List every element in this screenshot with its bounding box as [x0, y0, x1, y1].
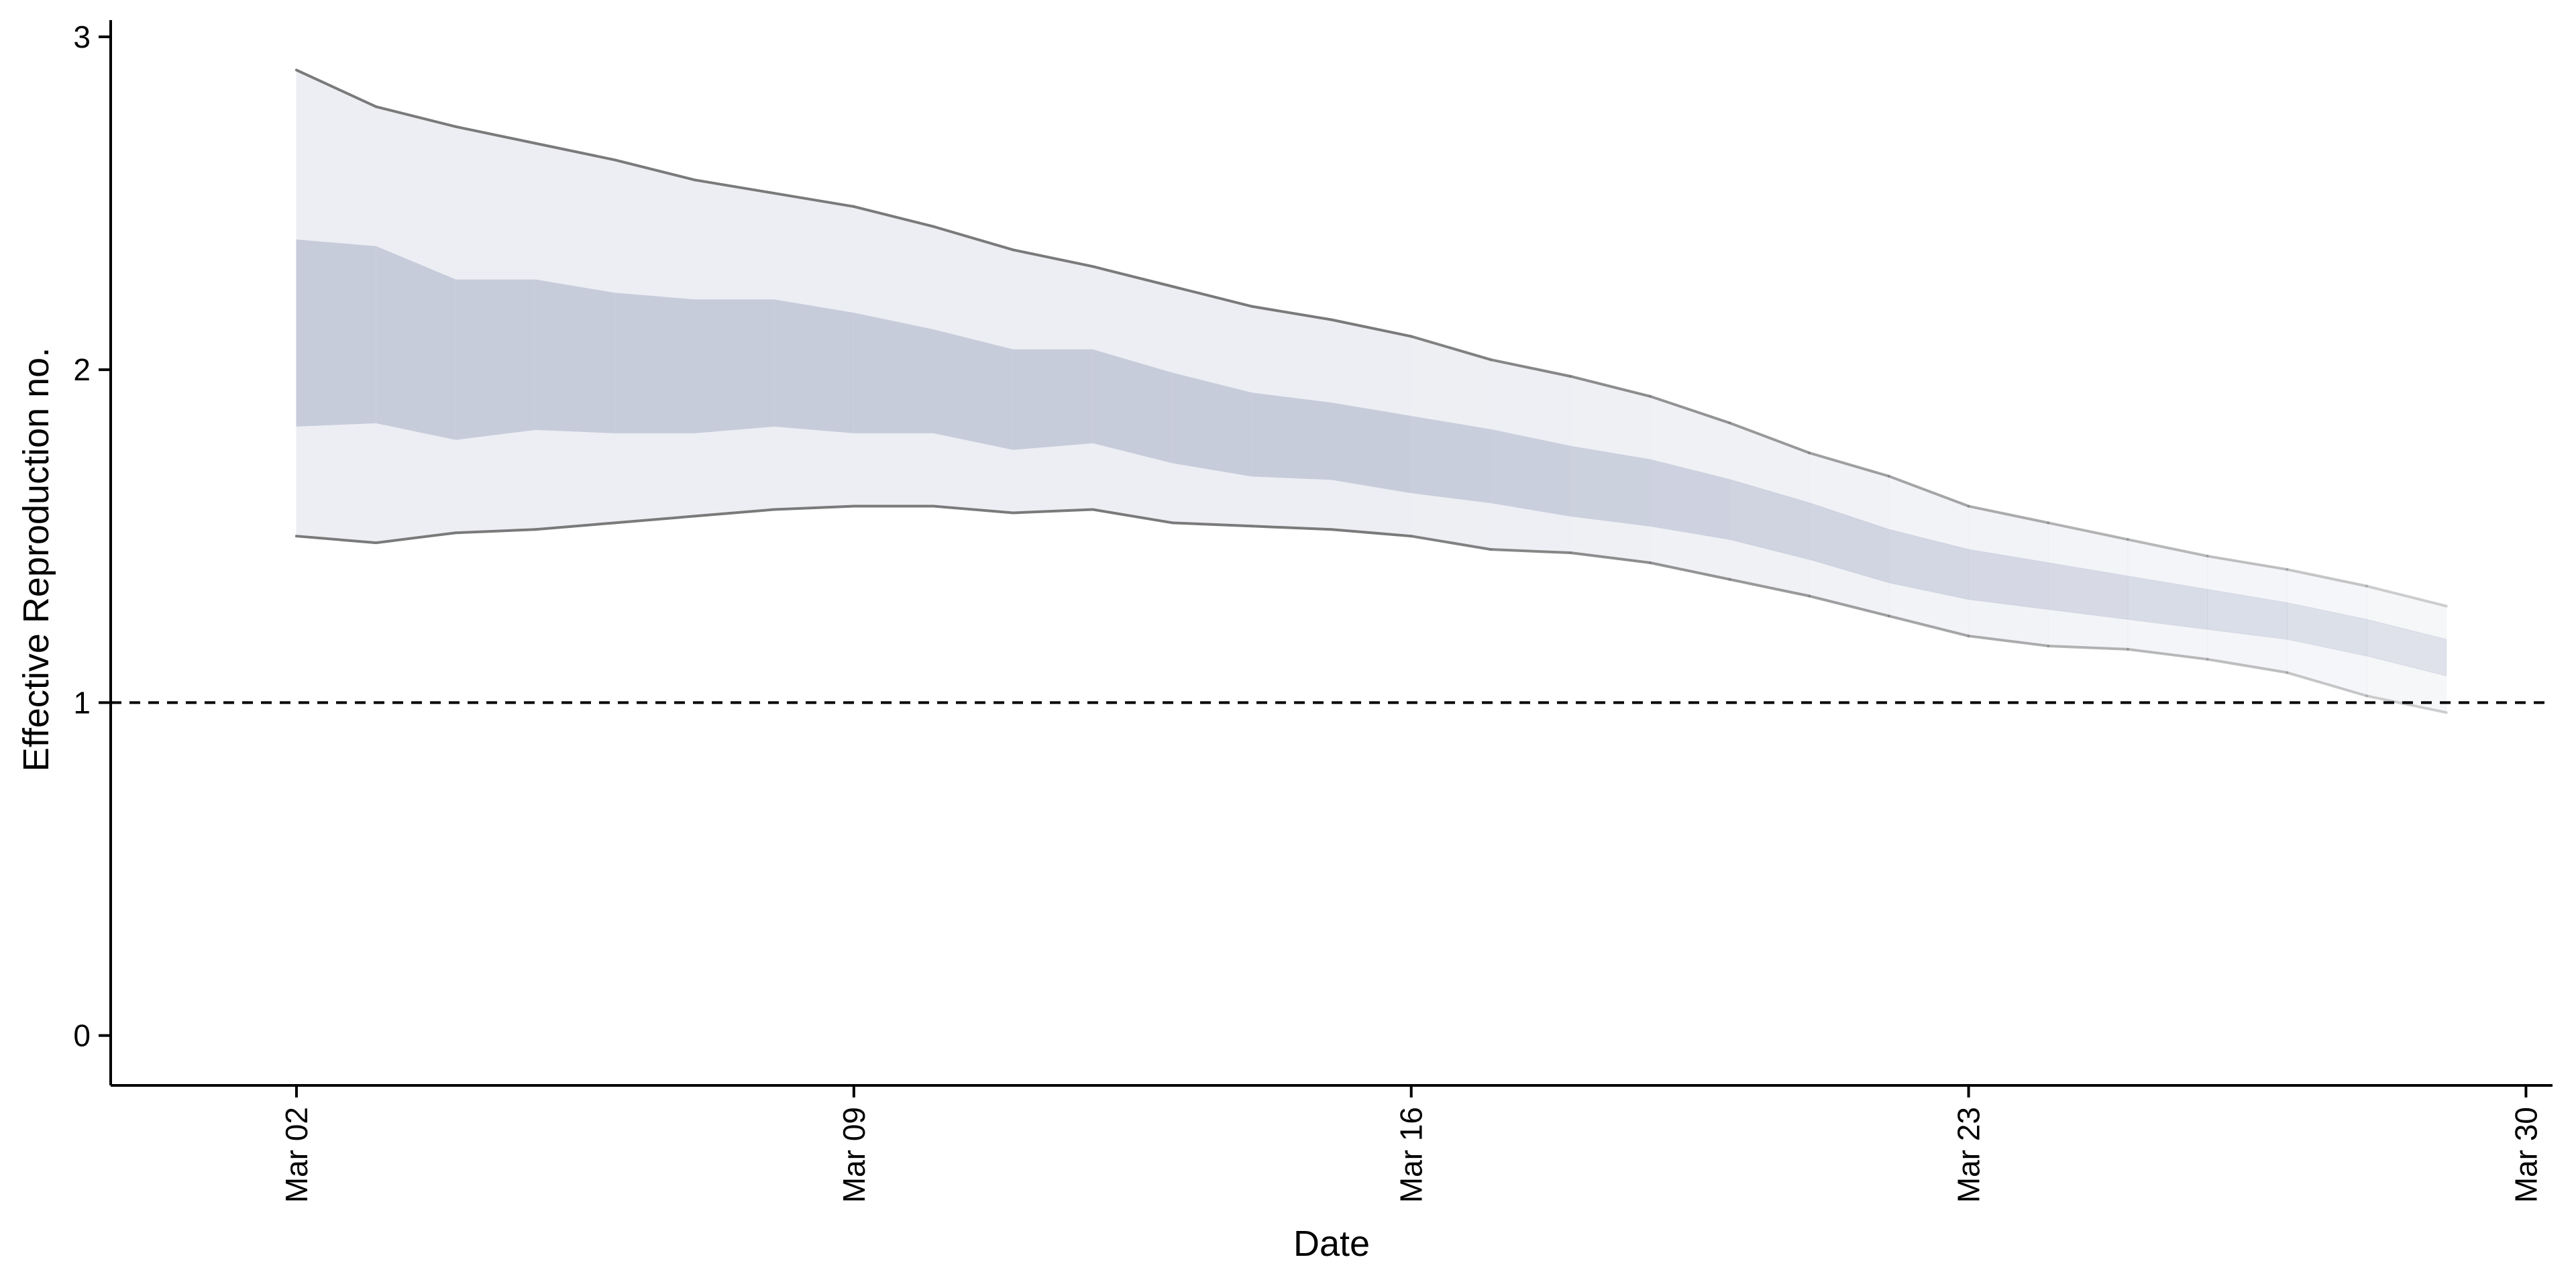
outer-band-lower-line: [374, 531, 458, 545]
outer-band-upper-line: [1409, 335, 1493, 362]
outer-band-upper-line: [2047, 521, 2129, 541]
outer-band-lower-line: [1648, 561, 1731, 581]
y-tick-label: 2: [73, 352, 91, 387]
outer-band-upper-line: [1012, 248, 1094, 268]
axes: 0 1 2 3 Mar 02 Mar 09 Mar 16 Mar 23 Mar 30: [73, 19, 2553, 1203]
outer-band-lower-line: [1091, 508, 1174, 525]
plot-area: [111, 68, 2553, 714]
x-tick-label: Mar 16: [1394, 1107, 1429, 1203]
inner-band-segment: [694, 299, 775, 433]
inner-band-segment: [535, 279, 616, 433]
outer-band-upper-line: [2365, 584, 2448, 608]
outer-band-lower-line: [1569, 551, 1652, 564]
inner-band-segment: [1570, 445, 1651, 527]
inner-band-segment: [2366, 619, 2447, 677]
outer-band-upper-line: [1489, 358, 1572, 378]
inner-band-segment: [296, 239, 377, 427]
outer-band-upper-line: [1648, 394, 1731, 425]
outer-band-upper-line: [1250, 305, 1333, 321]
outer-band-lower-line: [2047, 644, 2129, 651]
outer-band-segment: [2366, 585, 2447, 713]
y-tick-label: 1: [73, 685, 91, 720]
outer-band-upper-line: [2126, 538, 2209, 557]
outer-band-lower-line: [1489, 548, 1572, 554]
outer-band-lower-line: [1409, 535, 1493, 551]
outer-band-upper-line: [1728, 421, 1811, 455]
outer-band-upper-line: [773, 192, 855, 208]
outer-band-lower-line: [2286, 671, 2369, 698]
x-tick-label: Mar 23: [1951, 1107, 1986, 1203]
outer-band-upper-line: [1887, 474, 1970, 508]
outer-band-lower-line: [534, 521, 616, 531]
outer-band-upper-line: [1091, 265, 1174, 288]
outer-band-lower-line: [1728, 578, 1811, 598]
outer-band-lower-line: [2365, 694, 2448, 714]
inner-band-segment: [933, 329, 1014, 450]
x-axis-title: Date: [1293, 1224, 1370, 1264]
outer-band-lower-line: [932, 504, 1015, 515]
outer-band-upper-line: [1967, 504, 2050, 525]
outer-band-lower-line: [1808, 594, 1890, 618]
outer-band-lower-line: [294, 535, 378, 545]
outer-band-lower-line: [773, 504, 855, 511]
outer-band-upper-line: [1808, 451, 1890, 478]
outer-band-lower-line: [2126, 647, 2209, 661]
outer-band-upper-line: [852, 205, 935, 228]
inner-band-segment: [614, 292, 695, 433]
y-tick-label: 0: [73, 1018, 91, 1053]
x-tick-label: Mar 09: [837, 1107, 871, 1203]
outer-band-upper-line: [1569, 374, 1652, 398]
outer-band-lower-line: [1012, 508, 1094, 515]
outer-band-upper-line: [374, 105, 458, 128]
outer-band-upper-line: [534, 142, 616, 162]
inner-band-segment: [773, 299, 855, 433]
inner-band-segment: [1012, 349, 1093, 450]
outer-band-lower-line: [613, 515, 696, 525]
outer-band-upper-line: [693, 178, 776, 195]
inner-band-segment: [2286, 602, 2367, 657]
outer-band-upper-line: [1171, 285, 1254, 308]
outer-band-upper-line: [613, 158, 696, 182]
outer-band-lower-line: [693, 508, 776, 518]
inner-band-segment: [1251, 392, 1332, 480]
inner-band-segment: [455, 279, 536, 440]
x-tick-label: Mar 02: [279, 1107, 314, 1203]
inner-band-segment: [1411, 415, 1491, 504]
outer-band-upper-line: [932, 225, 1015, 252]
outer-band-lower-line: [1887, 614, 1970, 638]
outer-band-lower-line: [1330, 528, 1413, 538]
outer-band-lower-line: [2206, 657, 2289, 674]
inner-band-segment: [853, 313, 934, 433]
y-tick-label: 3: [73, 19, 91, 54]
x-tick-label: Mar 30: [2508, 1107, 2543, 1203]
outer-band-upper-line: [454, 125, 537, 145]
outer-band-lower-line: [454, 528, 537, 535]
inner-band-segment: [1331, 402, 1412, 494]
outer-band-lower-line: [1171, 521, 1254, 528]
outer-band-lower-line: [1250, 525, 1333, 531]
outer-band-upper-line: [1330, 318, 1413, 338]
y-axis-title: Effective Reproduction no.: [16, 347, 56, 771]
inner-band-segment: [376, 246, 456, 440]
outer-band-upper-line: [294, 68, 378, 109]
outer-band-upper-line: [2206, 554, 2289, 571]
outer-band-upper-line: [2286, 568, 2369, 588]
outer-band-lower-line: [1967, 635, 2050, 647]
